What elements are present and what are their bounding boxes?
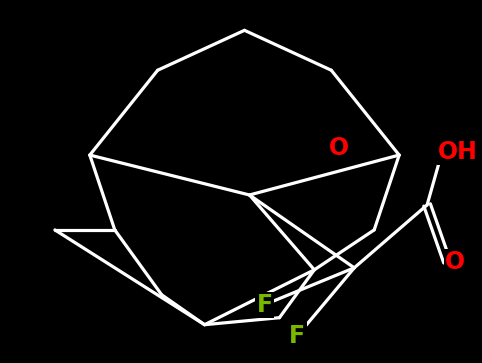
- Text: F: F: [256, 293, 272, 317]
- Text: F: F: [289, 324, 306, 348]
- Text: OH: OH: [438, 140, 478, 164]
- Text: O: O: [445, 250, 465, 274]
- Text: O: O: [329, 136, 349, 160]
